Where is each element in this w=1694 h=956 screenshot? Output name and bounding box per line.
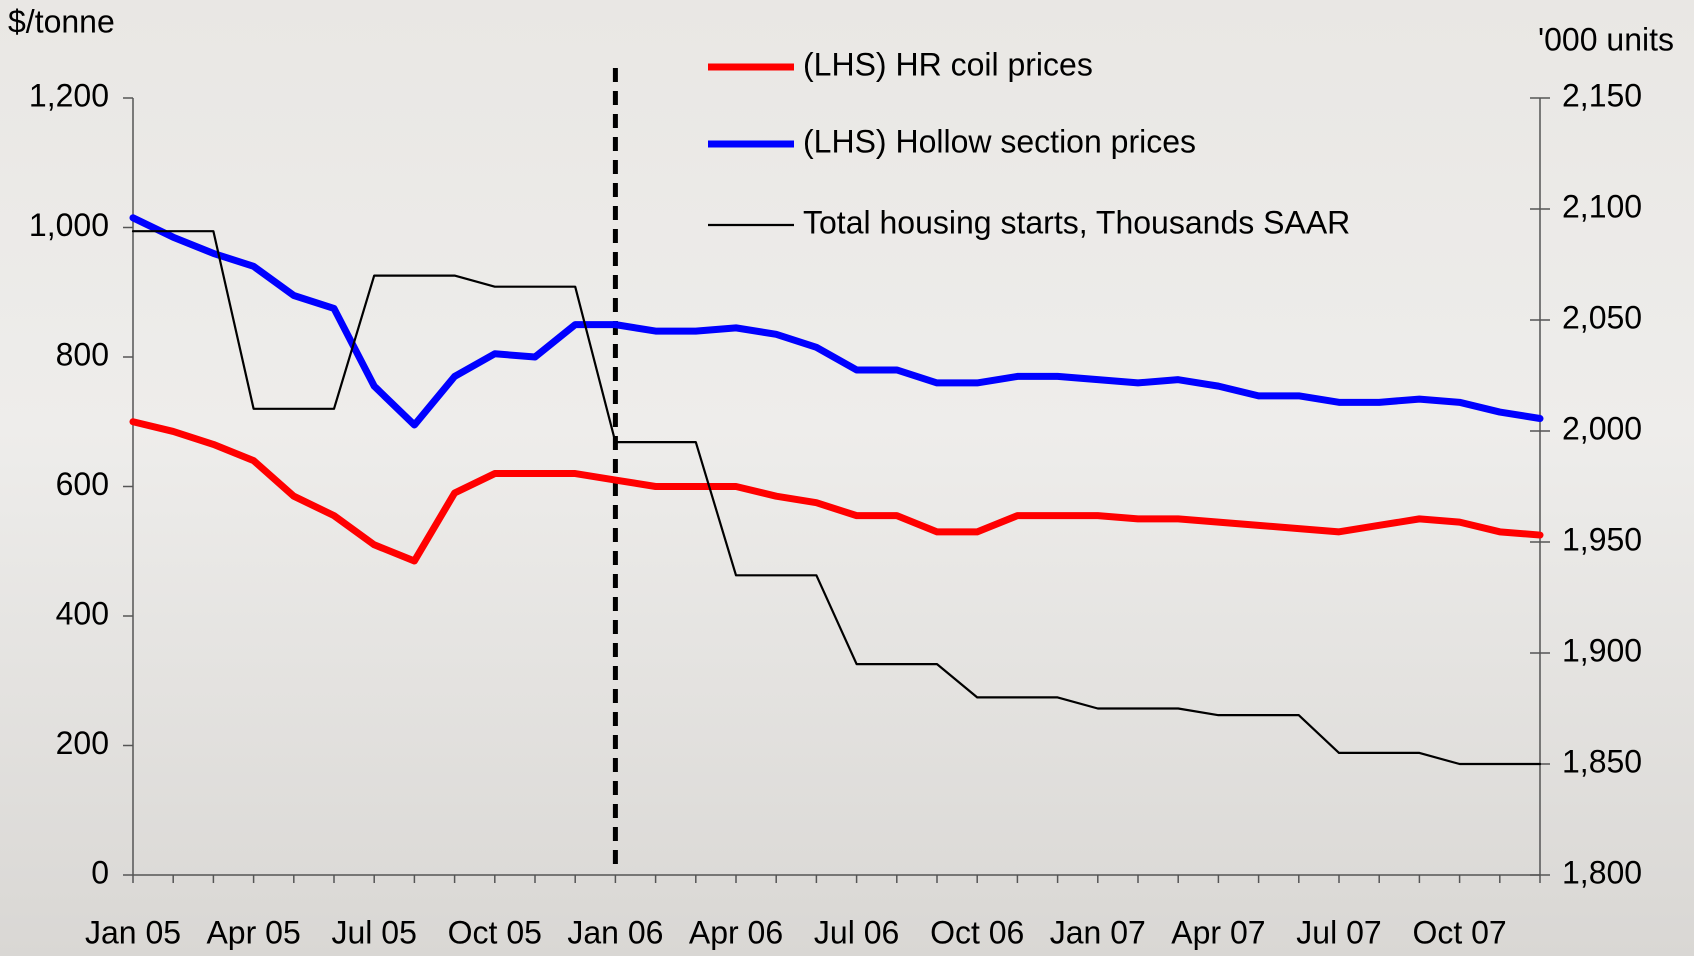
y2-tick-label: 2,150 bbox=[1562, 77, 1642, 113]
legend-label: Total housing starts, Thousands SAAR bbox=[803, 204, 1350, 240]
x-tick-label: Jul 05 bbox=[332, 914, 417, 950]
y2-tick-label: 1,800 bbox=[1562, 854, 1642, 890]
y2-tick-label: 2,100 bbox=[1562, 188, 1642, 224]
series-line bbox=[129, 214, 1544, 429]
x-tick-label: Apr 05 bbox=[206, 914, 300, 950]
x-tick-label: Jan 07 bbox=[1050, 914, 1146, 950]
x-tick-label: Oct 07 bbox=[1412, 914, 1506, 950]
y-tick-label: 800 bbox=[56, 336, 109, 372]
x-tick-label: Oct 06 bbox=[930, 914, 1024, 950]
y2-tick-label: 1,900 bbox=[1562, 632, 1642, 668]
y-tick-label: 0 bbox=[91, 854, 109, 890]
y2-tick-label: 2,000 bbox=[1562, 410, 1642, 446]
x-tick-label: Apr 06 bbox=[689, 914, 783, 950]
x-tick-label: Jan 05 bbox=[85, 914, 181, 950]
legend-label: (LHS) HR coil prices bbox=[803, 46, 1093, 82]
y-tick-label: 600 bbox=[56, 466, 109, 502]
x-tick-label: Jan 06 bbox=[567, 914, 663, 950]
y2-axis-label: '000 units bbox=[1538, 21, 1674, 57]
x-tick-label: Oct 05 bbox=[448, 914, 542, 950]
y-tick-label: 1,000 bbox=[29, 207, 109, 243]
y-axis-label: $/tonne bbox=[8, 3, 115, 39]
x-tick-label: Jul 06 bbox=[814, 914, 899, 950]
x-tick-label: Apr 07 bbox=[1171, 914, 1265, 950]
x-tick-label: Jul 07 bbox=[1296, 914, 1381, 950]
series-line bbox=[129, 418, 1544, 565]
y-tick-label: 1,200 bbox=[29, 77, 109, 113]
series-line bbox=[131, 230, 1542, 766]
y-tick-label: 200 bbox=[56, 725, 109, 761]
legend-label: (LHS) Hollow section prices bbox=[803, 123, 1196, 159]
y2-tick-label: 1,850 bbox=[1562, 743, 1642, 779]
y2-tick-label: 2,050 bbox=[1562, 299, 1642, 335]
y2-tick-label: 1,950 bbox=[1562, 521, 1642, 557]
y-tick-label: 400 bbox=[56, 595, 109, 631]
